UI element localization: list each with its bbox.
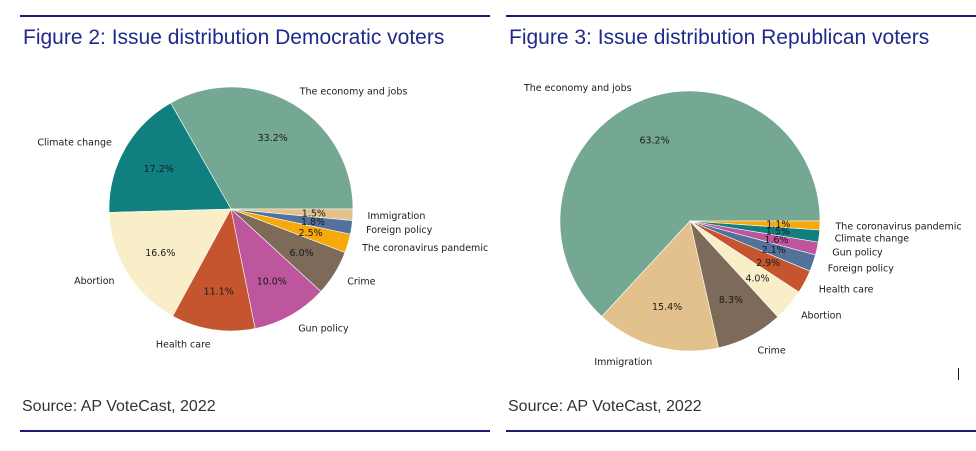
slice-category-label: Health care — [156, 340, 211, 351]
slice-category-label: The coronavirus pandemic — [835, 222, 962, 233]
slice-percent-label: 2.9% — [756, 258, 780, 269]
slice-percent-label: 63.2% — [639, 136, 669, 147]
figure-3-panel: Figure 3: Issue distribution Republican … — [506, 0, 976, 451]
slice-category-label: Foreign policy — [828, 264, 895, 275]
top-rule — [20, 15, 490, 17]
chart-title: Figure 3: Issue distribution Republican … — [509, 26, 930, 49]
slice-percent-label: 33.2% — [258, 133, 288, 144]
slice-category-label: The economy and jobs — [523, 83, 632, 94]
slice-percent-label: 15.4% — [652, 302, 682, 313]
slice-percent-label: 1.6% — [764, 235, 788, 246]
pie-slice-the-economy-and-jobs — [559, 90, 821, 317]
slice-category-label: Immigration — [367, 211, 425, 222]
slice-category-label: Crime — [757, 346, 785, 357]
bottom-rule — [506, 430, 976, 432]
source-note: Source: AP VoteCast, 2022 — [508, 398, 702, 415]
slice-category-label: Gun policy — [832, 247, 883, 258]
slice-category-label: The economy and jobs — [299, 86, 408, 97]
slice-category-label: Health care — [819, 285, 874, 296]
slice-category-label: Abortion — [74, 276, 114, 287]
slice-percent-label: 1.5% — [302, 208, 326, 219]
slice-percent-label: 17.2% — [144, 164, 174, 175]
slice-category-label: Climate change — [37, 137, 112, 148]
figure-2-panel: Figure 2: Issue distribution Democratic … — [20, 0, 490, 451]
slice-percent-label: 2.1% — [762, 245, 786, 256]
source-note: Source: AP VoteCast, 2022 — [22, 398, 216, 415]
pie-slice-the-economy-and-jobs — [170, 86, 354, 210]
slice-percent-label: 8.3% — [719, 295, 743, 306]
slice-percent-label: 16.6% — [145, 248, 175, 259]
slice-percent-label: 4.0% — [745, 274, 769, 285]
republican-pie-chart: 63.2% The economy and jobs 15.4% Immigratio… — [523, 83, 962, 368]
slice-category-label: The coronavirus pandemic — [361, 243, 488, 254]
slice-percent-label: 1.1% — [766, 220, 790, 231]
slice-category-label: Crime — [347, 276, 375, 287]
slice-percent-label: 1.5% — [766, 227, 790, 238]
slice-percent-label: 10.0% — [257, 277, 287, 288]
slice-category-label: Foreign policy — [366, 225, 433, 236]
pie-slice-the-coronavirus-pandemic — [689, 220, 821, 231]
pie-slice-abortion — [108, 208, 232, 317]
pie-slice-immigration — [601, 220, 719, 352]
top-rule — [506, 15, 976, 17]
slice-category-label: Gun policy — [298, 323, 349, 334]
chart-title: Figure 2: Issue distribution Democratic … — [23, 26, 445, 49]
pie-slice-climate-change — [108, 102, 232, 213]
slice-category-label: Abortion — [801, 311, 841, 322]
slice-percent-label: 2.5% — [299, 228, 323, 239]
bottom-rule — [20, 430, 490, 432]
slice-percent-label: 11.1% — [204, 287, 234, 298]
slice-category-label: Immigration — [594, 357, 652, 368]
democratic-pie-chart: 33.2% The economy and jobs 17.2% Climate ch… — [37, 86, 488, 351]
pie-slice-gun-policy — [230, 208, 322, 329]
pie-slice-immigration — [230, 208, 354, 221]
slice-percent-label: 1.8% — [301, 217, 325, 228]
pie-slice-health-care — [172, 208, 256, 332]
edge-mark — [958, 368, 959, 380]
slice-category-label: Climate change — [835, 233, 910, 244]
slice-percent-label: 6.0% — [290, 248, 314, 259]
